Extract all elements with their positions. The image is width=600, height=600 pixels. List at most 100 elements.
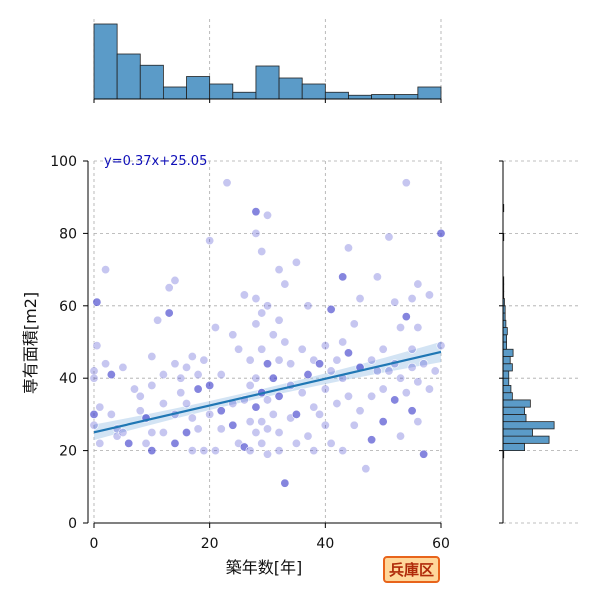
top-histogram-bar <box>278 77 303 100</box>
scatter-point <box>303 370 313 380</box>
scatter-point <box>343 348 353 358</box>
scatter-point <box>372 272 382 282</box>
scatter-point <box>430 366 440 376</box>
scatter-point <box>182 427 192 437</box>
top-histogram-bar <box>394 94 419 100</box>
scatter-point <box>320 384 330 394</box>
scatter-point <box>367 355 377 365</box>
scatter-point <box>170 438 180 448</box>
right-histogram-bar <box>502 406 526 415</box>
scatter-point <box>297 344 307 354</box>
scatter-points <box>89 178 446 488</box>
right-histogram-bar <box>502 377 510 386</box>
scatter-point <box>396 323 406 333</box>
y-axis-title: 専有面積[m2] <box>21 292 40 394</box>
top-histogram-bar <box>232 91 257 100</box>
scatter-point <box>401 388 411 398</box>
scatter-point <box>95 438 105 448</box>
scatter-point <box>251 228 261 238</box>
axes <box>83 98 504 528</box>
scatter-point <box>92 341 102 351</box>
scatter-point <box>164 308 174 318</box>
scatter-point <box>124 438 134 448</box>
scatter-point <box>251 294 261 304</box>
scatter-point <box>355 406 365 416</box>
right-histogram-bar <box>502 363 513 372</box>
right-histogram-bar <box>502 356 511 365</box>
scatter-point <box>257 438 267 448</box>
scatter-point <box>326 438 336 448</box>
scatter-point <box>239 442 249 452</box>
scatter-point <box>210 446 220 456</box>
scatter-point <box>193 384 203 394</box>
right-histogram-bar <box>502 428 533 437</box>
scatter-point <box>396 431 406 441</box>
scatter-point <box>291 438 301 448</box>
scatter-point <box>228 330 238 340</box>
scatter-point <box>326 304 336 314</box>
scatter-point <box>158 370 168 380</box>
scatter-point <box>349 420 359 430</box>
top-histogram-bar <box>348 94 373 100</box>
y-tick-label: 40 <box>59 371 77 387</box>
scatter-point <box>257 344 267 354</box>
scatter-point <box>338 272 348 282</box>
right-histogram-bar <box>502 348 514 357</box>
scatter-point <box>182 362 192 372</box>
scatter-point <box>315 409 325 419</box>
x-tick-label: 60 <box>432 536 450 552</box>
right-histogram-bar <box>502 413 527 423</box>
scatter-point <box>378 384 388 394</box>
top-histogram-bar <box>93 23 118 100</box>
right-histogram-bar <box>502 385 512 394</box>
right-histogram <box>502 204 555 459</box>
scatter-point <box>291 409 301 419</box>
scatter-point <box>268 409 278 419</box>
top-histogram-bar <box>417 86 442 100</box>
scatter-point <box>118 427 128 437</box>
scatter-point <box>309 402 319 412</box>
scatter-point <box>228 420 238 430</box>
scatter-point <box>401 178 411 188</box>
scatter-point <box>89 420 99 430</box>
tick-labels: 0 20 40 60 0 20 40 60 80 100 <box>50 154 450 552</box>
scatter-point <box>251 319 261 329</box>
confidence-band-area <box>94 341 441 441</box>
scatter-point <box>262 359 272 369</box>
right-histogram-bar <box>502 334 507 343</box>
x-tick-label: 40 <box>316 536 334 552</box>
scatter-point <box>135 406 145 416</box>
scatter-point <box>274 265 284 275</box>
scatter-point <box>89 366 99 376</box>
scatter-point <box>419 449 429 459</box>
scatter-point <box>89 373 99 383</box>
scatter-point <box>158 427 168 437</box>
scatter-point <box>251 373 261 383</box>
right-histogram-bar <box>502 442 526 451</box>
scatter-point <box>257 308 267 318</box>
scatter-point <box>164 283 174 293</box>
scatter-point <box>424 384 434 394</box>
y-tick-label: 20 <box>59 444 77 460</box>
top-histogram-bar <box>371 94 396 100</box>
scatter-point <box>187 351 197 361</box>
scatter-point <box>413 377 423 387</box>
scatter-point <box>315 359 325 369</box>
scatter-point <box>245 417 255 427</box>
scatter-point <box>320 420 330 430</box>
scatter-point <box>343 243 353 253</box>
scatter-point <box>332 355 342 365</box>
scatter-point <box>396 373 406 383</box>
scatter-point <box>390 395 400 405</box>
scatter-point <box>297 388 307 398</box>
x-tick-label: 20 <box>201 536 219 552</box>
scatter-point <box>378 344 388 354</box>
scatter-point <box>262 395 272 405</box>
scatter-point <box>419 359 429 369</box>
scatter-point <box>407 294 417 304</box>
scatter-point <box>338 446 348 456</box>
scatter-point <box>378 417 388 427</box>
scatter-point <box>170 359 180 369</box>
right-histogram-bar <box>502 435 550 444</box>
